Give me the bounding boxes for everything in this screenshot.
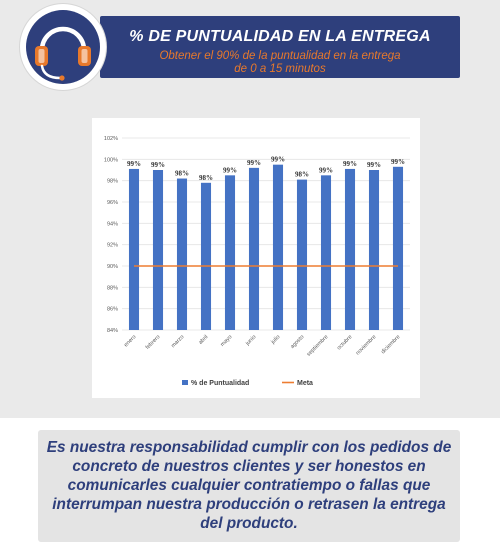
- data-label: 99%: [271, 156, 285, 164]
- commitment-box: Es nuestra responsabilidad cumplir con l…: [38, 430, 460, 542]
- bar: [392, 166, 404, 330]
- data-label: 98%: [175, 170, 189, 178]
- x-tick-label: junio: [244, 334, 257, 347]
- bar-chart: 99% 99% 98% 98% 99% 99% 99% 98% 99% 99% 99% 99% 84%…: [104, 136, 410, 387]
- data-label: 99%: [391, 158, 405, 166]
- data-label: 99%: [343, 160, 357, 168]
- commitment-text: Es nuestra responsabilidad cumplir con l…: [46, 439, 452, 532]
- y-tick-label: 88%: [107, 285, 118, 291]
- page-subtitle: Obtener el 90% de la puntualidad en la e…: [159, 50, 401, 75]
- bar: [200, 182, 212, 330]
- x-tick-label: febrero: [145, 334, 162, 351]
- bar: [320, 175, 332, 330]
- bar: [152, 170, 164, 330]
- legend-swatch-puntualidad: [182, 380, 188, 385]
- bar: [176, 178, 188, 330]
- bar: [224, 175, 236, 330]
- y-tick-label: 86%: [107, 307, 118, 313]
- x-tick-label: mayo: [220, 334, 234, 348]
- x-tick-label: julio: [270, 334, 282, 346]
- bar: [272, 164, 284, 330]
- data-label: 99%: [247, 159, 261, 167]
- x-tick-label: abril: [198, 334, 210, 346]
- headset-icon: [35, 26, 91, 81]
- bar: [368, 170, 380, 330]
- y-tick-label: 90%: [107, 264, 118, 270]
- y-tick-label: 100%: [104, 157, 118, 163]
- data-label: 99%: [367, 161, 381, 169]
- data-label: 99%: [223, 166, 237, 174]
- bar: [248, 167, 260, 330]
- legend-label-meta: Meta: [297, 380, 313, 387]
- y-tick-label: 96%: [107, 200, 118, 206]
- y-tick-label: 102%: [104, 136, 118, 142]
- data-label: 98%: [295, 171, 309, 179]
- y-tick-label: 92%: [107, 243, 118, 249]
- bar: [344, 168, 356, 330]
- header-banner: % DE PUNTUALIDAD EN LA ENTREGA Obtener e…: [100, 16, 460, 78]
- y-tick-label: 94%: [107, 221, 118, 227]
- y-tick-label: 98%: [107, 179, 118, 185]
- data-label: 98%: [199, 174, 213, 182]
- data-label: 99%: [319, 166, 333, 174]
- bar: [128, 168, 140, 330]
- y-tick-label: 84%: [107, 328, 118, 334]
- x-tick-label: enero: [123, 334, 137, 348]
- x-tick-label: agosto: [289, 334, 305, 350]
- logo: [20, 4, 106, 90]
- x-tick-label: marzo: [170, 334, 185, 349]
- chart-card: 99% 99% 98% 98% 99% 99% 99% 98% 99% 99% 99% 99% 84%…: [92, 118, 420, 398]
- data-label: 99%: [151, 161, 165, 169]
- legend-label-puntualidad: % de Puntualidad: [191, 380, 249, 387]
- x-tick-label: diciembre: [380, 334, 401, 355]
- bar: [296, 179, 308, 330]
- top-area: % DE PUNTUALIDAD EN LA ENTREGA Obtener e…: [0, 0, 500, 418]
- x-tick-label: septiembre: [306, 334, 329, 357]
- x-tick-label: noviembre: [355, 334, 377, 356]
- page-title: % DE PUNTUALIDAD EN LA ENTREGA: [129, 28, 431, 45]
- x-tick-label: octubre: [336, 334, 353, 351]
- data-label: 99%: [127, 160, 141, 168]
